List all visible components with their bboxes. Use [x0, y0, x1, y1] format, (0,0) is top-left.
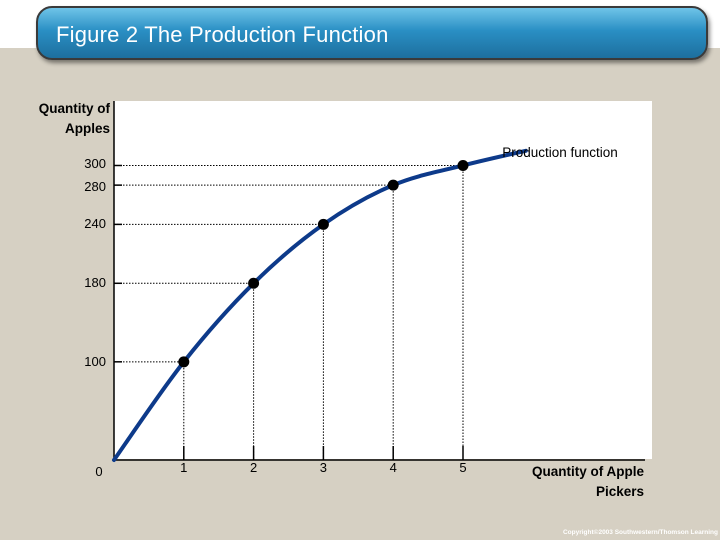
- x-tick-label: 1: [180, 460, 188, 475]
- x-tick-label: 3: [319, 460, 327, 475]
- y-tick-label: 100: [84, 353, 106, 369]
- title-banner: Figure 2 The Production Function: [36, 6, 708, 60]
- y-axis-title: Quantity of Apples: [38, 101, 110, 136]
- data-point-marker: [317, 218, 329, 230]
- x-tick-label: 2: [249, 460, 258, 475]
- data-markers: [178, 159, 469, 368]
- y-tick-label: 300: [84, 156, 106, 172]
- data-point-marker: [178, 356, 190, 368]
- guide-lines: [114, 164, 464, 460]
- data-point-marker: [387, 179, 399, 191]
- y-tick-label: 280: [84, 179, 106, 195]
- axis-ticks: [114, 164, 464, 460]
- x-axis-title: Quantity of Apple Pickers: [532, 464, 644, 499]
- x-tick-label: 5: [459, 460, 467, 475]
- y-tick-label: 180: [84, 275, 106, 291]
- curve-label: Production function: [502, 145, 618, 160]
- data-point-marker: [457, 159, 469, 171]
- y-tick-label: 240: [84, 216, 106, 232]
- origin-label: 0: [95, 464, 103, 479]
- copyright-notice: Copyright©2003 Southwestern/Thomson Lear…: [562, 529, 718, 536]
- plot-area: [114, 101, 652, 459]
- x-tick-label: 4: [389, 460, 397, 475]
- slide-title: Figure 2 The Production Function: [56, 22, 389, 47]
- data-point-marker: [248, 277, 260, 289]
- production-curve: [112, 148, 528, 462]
